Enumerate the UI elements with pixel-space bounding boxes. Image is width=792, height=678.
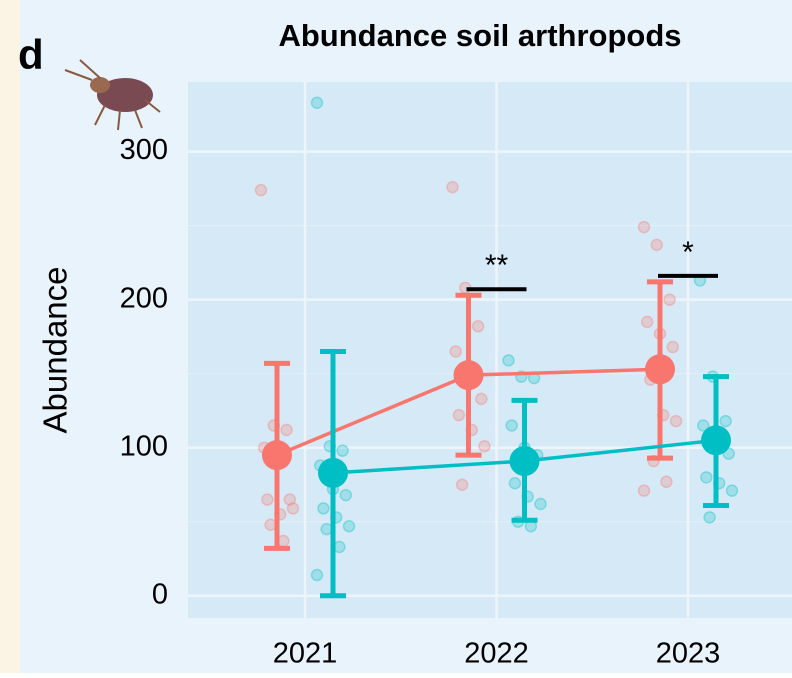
mean-point xyxy=(509,446,540,477)
data-point xyxy=(254,183,268,197)
x-tick-label: 2023 xyxy=(656,638,721,670)
data-point xyxy=(471,320,485,333)
significance-label: * xyxy=(682,236,694,269)
mean-point xyxy=(262,440,292,471)
data-point xyxy=(261,493,274,506)
significance-label: ** xyxy=(485,249,509,282)
y-tick-label: 100 xyxy=(120,430,168,462)
mean-point xyxy=(701,425,731,456)
data-point xyxy=(508,477,522,490)
data-point xyxy=(339,488,353,502)
y-tick-label: 200 xyxy=(120,282,168,314)
data-point xyxy=(280,423,293,437)
data-point xyxy=(336,444,349,457)
x-tick-label: 2022 xyxy=(464,638,529,670)
data-point xyxy=(342,519,356,533)
x-tick-label: 2021 xyxy=(273,638,338,670)
data-point xyxy=(446,180,459,194)
plot-panel xyxy=(188,82,792,618)
arthropod-icon xyxy=(64,59,161,131)
data-point xyxy=(669,414,683,428)
panel-label: d xyxy=(18,31,44,78)
chart-title: Abundance soil arthropods xyxy=(278,18,681,53)
y-tick-label: 300 xyxy=(120,134,168,166)
y-axis-label: Abundance xyxy=(37,267,74,434)
data-point xyxy=(534,497,547,511)
data-point xyxy=(725,484,739,497)
data-point xyxy=(286,502,300,515)
data-point xyxy=(277,534,290,548)
data-point xyxy=(310,568,324,582)
data-point xyxy=(310,96,324,109)
data-point xyxy=(475,392,488,406)
y-tick-label: 0 xyxy=(152,578,168,610)
data-point xyxy=(264,518,277,531)
data-point xyxy=(700,471,713,484)
data-point xyxy=(478,439,491,453)
mean-point xyxy=(645,354,675,385)
data-point xyxy=(317,502,330,515)
data-point xyxy=(452,408,466,422)
mean-point xyxy=(318,457,348,488)
data-point xyxy=(637,484,651,497)
data-point xyxy=(650,238,664,252)
data-point xyxy=(660,475,673,489)
data-point xyxy=(637,220,651,234)
data-point xyxy=(333,540,346,554)
data-point xyxy=(719,414,732,428)
data-point xyxy=(502,354,515,367)
data-point xyxy=(696,419,710,432)
left-strip xyxy=(0,0,20,673)
data-point xyxy=(449,345,462,358)
data-point xyxy=(666,340,680,354)
data-point xyxy=(663,293,676,306)
data-point xyxy=(505,419,518,432)
data-point xyxy=(320,522,333,536)
data-point xyxy=(640,315,654,329)
data-point xyxy=(703,511,716,524)
data-point xyxy=(455,478,469,491)
mean-point xyxy=(453,360,484,391)
data-point xyxy=(283,493,297,506)
